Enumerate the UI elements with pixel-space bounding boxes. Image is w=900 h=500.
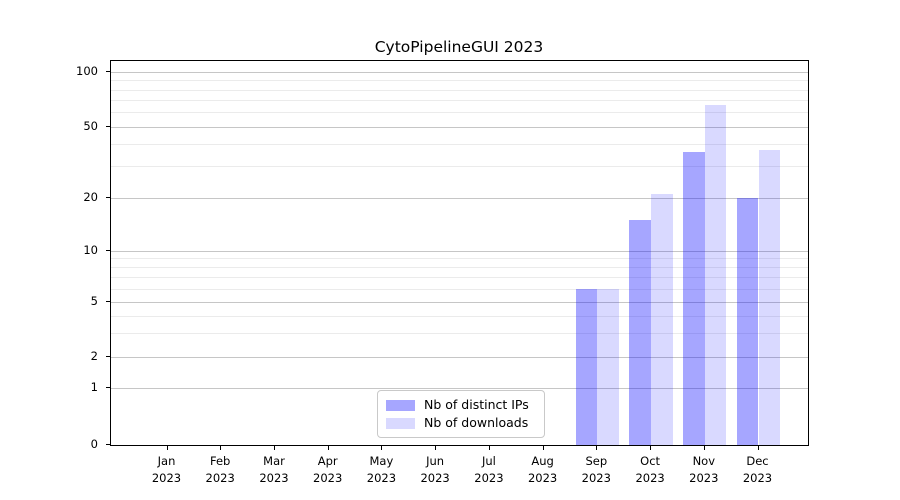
y-tick-label: 0 (90, 437, 98, 451)
x-tick-mark (274, 446, 275, 450)
y-tick-label: 2 (90, 348, 98, 363)
y-tick-label: 1 (90, 380, 98, 395)
x-tick-mark (757, 446, 759, 450)
y-gridline-minor (111, 166, 808, 168)
legend-label-downloads: Nb of downloads (424, 415, 529, 430)
x-tick-label: Aug 2023 (527, 454, 558, 485)
x-tick-label: Jan 2023 (151, 454, 182, 485)
chart-title: CytoPipelineGUI 2023 (374, 38, 544, 56)
y-gridline-minor (111, 144, 808, 146)
y-gridline-major (111, 126, 808, 128)
y-tick-label: 10 (83, 242, 98, 257)
y-gridline-minor (111, 258, 808, 260)
x-tick-label: Sep 2023 (581, 454, 611, 485)
y-tick-label: 100 (76, 64, 98, 78)
x-tick-label: Oct 2023 (635, 454, 665, 485)
y-tick-mark (106, 444, 110, 445)
y-tick-mark (106, 71, 110, 72)
x-tick-label: Mar 2023 (259, 454, 289, 485)
x-tick-mark (166, 446, 168, 450)
y-gridline-major (111, 302, 808, 304)
bar-distinct-ips (683, 152, 705, 445)
bar-downloads (651, 193, 673, 445)
y-gridline-major (111, 388, 808, 390)
legend-item-downloads: Nb of downloads (386, 416, 536, 430)
y-gridline-major (111, 250, 808, 252)
y-gridline-minor (111, 112, 808, 114)
y-tick-mark (106, 387, 110, 389)
x-tick-label: Feb 2023 (205, 454, 235, 485)
x-tick-mark (650, 446, 652, 450)
x-tick-mark (327, 446, 329, 450)
bar-distinct-ips (575, 288, 598, 445)
x-tick-mark (220, 446, 222, 450)
y-tick-mark (106, 355, 110, 357)
y-gridline-minor (111, 267, 808, 269)
x-tick-label: May 2023 (366, 454, 397, 485)
y-tick-mark (106, 301, 110, 303)
y-gridline-minor (111, 80, 808, 82)
legend-swatch-downloads (386, 417, 415, 429)
x-tick-mark (703, 446, 705, 450)
x-tick-mark (381, 446, 383, 450)
y-gridline-major (111, 197, 808, 199)
y-tick-label: 5 (90, 294, 98, 309)
x-tick-mark (488, 446, 490, 450)
y-tick-mark (106, 196, 110, 198)
y-gridline-major (111, 72, 808, 73)
y-gridline-minor (111, 332, 808, 334)
legend-item-distinct-ips: Nb of distinct IPs (386, 398, 536, 412)
y-gridline-minor (111, 315, 808, 317)
legend-swatch-distinct-ips (386, 399, 415, 411)
legend: Nb of distinct IPs Nb of downloads (377, 390, 545, 438)
plot-area (110, 60, 809, 446)
x-tick-mark (435, 446, 437, 450)
x-tick-label: Apr 2023 (313, 454, 343, 485)
y-tick-mark (106, 125, 110, 127)
bar-distinct-ips (736, 197, 759, 445)
x-tick-label: Dec 2023 (742, 454, 773, 485)
y-gridline-minor (111, 277, 808, 279)
y-tick-mark (106, 249, 110, 251)
bar-downloads (704, 104, 727, 445)
y-gridline-major (111, 356, 808, 358)
y-tick-label: 50 (83, 118, 98, 133)
y-gridline-minor (111, 288, 808, 290)
x-tick-mark (596, 446, 598, 450)
x-tick-mark (542, 446, 544, 450)
bar-downloads (597, 288, 619, 445)
bar-downloads (758, 150, 781, 445)
x-tick-label: Jun 2023 (420, 454, 450, 485)
legend-label-distinct-ips: Nb of distinct IPs (424, 397, 529, 412)
y-tick-label: 20 (83, 189, 98, 204)
bar-distinct-ips (629, 219, 652, 445)
y-gridline-minor (111, 89, 808, 91)
y-gridline-minor (111, 100, 808, 102)
x-tick-label: Nov 2023 (689, 454, 719, 485)
x-tick-label: Jul 2023 (474, 454, 504, 485)
